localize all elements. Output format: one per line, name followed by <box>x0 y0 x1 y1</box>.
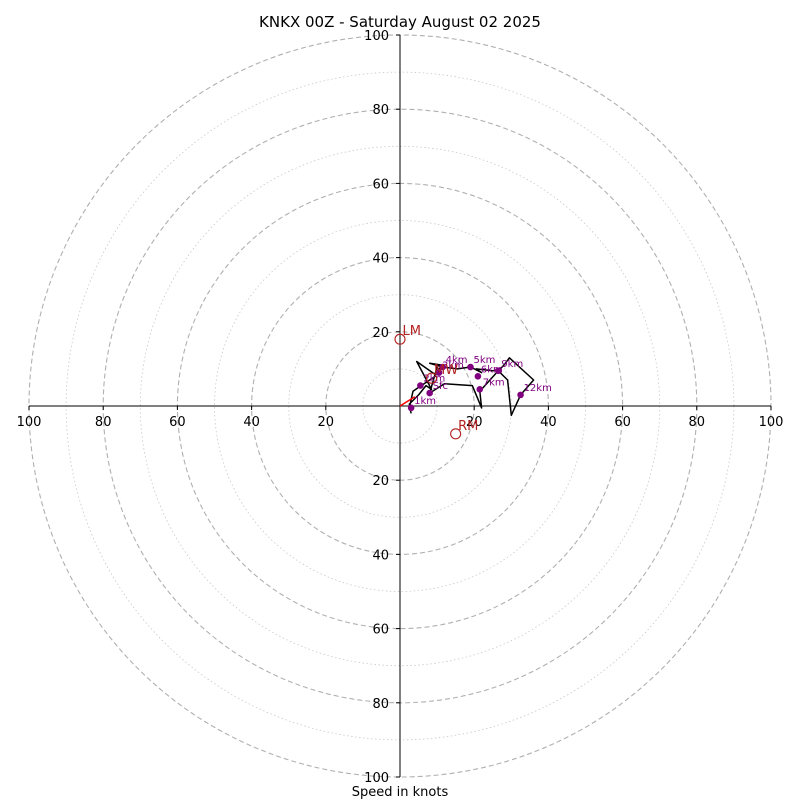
x-tick-label: 20 <box>466 415 483 430</box>
height-point <box>495 367 502 375</box>
y-tick-label: 40 <box>372 548 389 563</box>
height-point-label: 5km <box>473 355 495 366</box>
motion-marker-label: RM <box>458 419 478 434</box>
x-tick-label: 40 <box>540 415 557 430</box>
shear-vector-line <box>399 396 416 407</box>
height-point-label: 7km <box>483 377 505 388</box>
height-point-label: Sfc <box>433 381 448 392</box>
motion-marker <box>425 372 438 384</box>
x-tick-label: 80 <box>689 415 706 430</box>
x-tick-label: 40 <box>243 415 260 430</box>
height-point <box>467 363 474 371</box>
axes: 100 80 60 40 20 20 40 60 80 100 100 80 60 40 20 20 40 60 8… <box>17 29 784 786</box>
motion-marker <box>450 428 462 440</box>
y-tick-label: 60 <box>372 623 389 638</box>
height-point <box>407 404 415 412</box>
y-tick-label: 40 <box>372 252 389 267</box>
y-tick-label: 100 <box>364 771 389 786</box>
height-point <box>417 382 424 389</box>
storm-motion-markers: LM RM MW <box>394 324 478 440</box>
x-tick-label: 100 <box>17 415 42 430</box>
x-tick-label: 100 <box>759 415 784 430</box>
motion-marker-label: LM <box>403 324 421 339</box>
height-point-label: 12km <box>524 383 552 394</box>
height-point <box>435 369 443 376</box>
x-axis-label: Speed in knots <box>352 785 449 800</box>
x-tick-label: 60 <box>169 415 186 430</box>
motion-marker <box>394 333 406 345</box>
height-point <box>476 386 484 393</box>
y-tick-label: 60 <box>372 177 389 192</box>
wind-trace <box>399 357 535 417</box>
height-point <box>426 389 433 397</box>
height-point-label: 4km <box>446 355 468 366</box>
y-tick-label: 80 <box>372 103 389 118</box>
height-point-label: 1km <box>414 396 436 407</box>
height-point <box>474 373 482 380</box>
height-point <box>439 363 446 371</box>
y-tick-label: 20 <box>372 474 389 489</box>
x-tick-label: 20 <box>318 415 335 430</box>
x-tick-label: 80 <box>95 415 112 430</box>
height-point-label: 9km <box>501 359 523 370</box>
y-tick-label: 80 <box>372 697 389 712</box>
height-point-label: 2km <box>423 374 445 385</box>
height-point <box>517 391 524 399</box>
x-tick-label: 60 <box>614 415 631 430</box>
height-point-label: 3km <box>442 361 464 372</box>
y-tick-label: 20 <box>372 326 389 341</box>
height-point-label: 6km <box>481 364 503 375</box>
chart-title: KNKX 00Z - Saturday August 02 2025 <box>259 13 541 31</box>
wind-trace-line <box>408 357 535 417</box>
y-tick-label: 100 <box>364 29 389 44</box>
motion-marker-label: MW <box>434 363 458 378</box>
